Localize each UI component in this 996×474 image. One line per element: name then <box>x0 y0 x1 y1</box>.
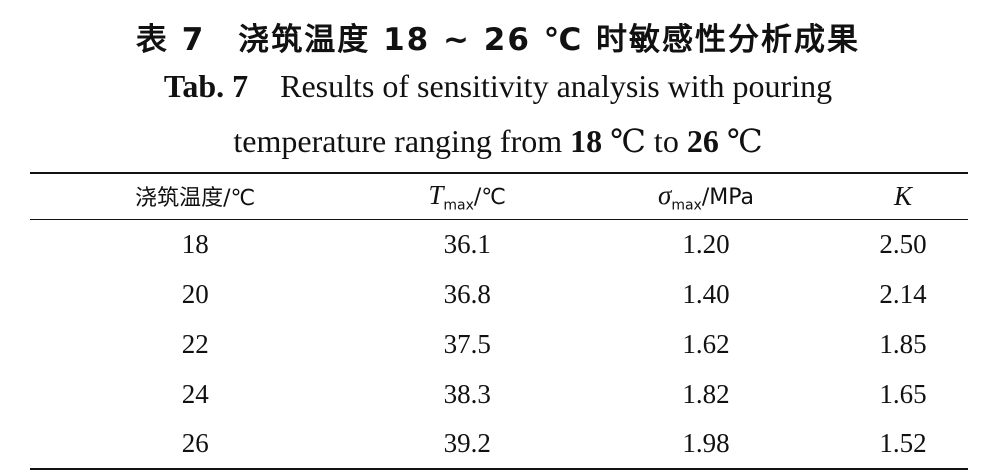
table-row: 22 37.5 1.62 1.85 <box>30 319 968 369</box>
table-cell: 36.1 <box>443 228 491 259</box>
header-cell: 浇筑温度/℃ <box>30 173 360 219</box>
table-cell: 38.3 <box>443 378 491 409</box>
table-cell: 1.85 <box>879 328 927 359</box>
results-table: 浇筑温度/℃ Tmax/℃ σmax/MPa K 18 36.1 1.20 2.50 20 36… <box>30 172 968 470</box>
table-cell: 1.82 <box>682 378 730 409</box>
header-text: 浇筑温度/℃ <box>135 186 256 212</box>
table-row: 20 36.8 1.40 2.14 <box>30 269 968 319</box>
header-symbol: K <box>894 180 913 211</box>
table-cell: 24 <box>181 378 209 409</box>
table-row: 18 36.1 1.20 2.50 <box>30 219 968 269</box>
caption-label: 表 7 <box>135 22 206 58</box>
caption-part: ℃ <box>718 123 763 159</box>
header-sub: max <box>443 196 474 213</box>
caption-part: ℃ to <box>602 123 687 159</box>
table-cell: 36.8 <box>443 278 491 309</box>
table-row: 26 39.2 1.98 1.52 <box>30 419 968 469</box>
caption-part: temperature ranging from <box>233 123 571 159</box>
header-unit: /MPa <box>701 184 755 210</box>
table-cell: 1.52 <box>879 428 927 458</box>
table-cell: 1.20 <box>682 228 730 259</box>
caption-part: 26 <box>686 123 719 159</box>
caption-text: Results of sensitivity analysis with pou… <box>280 68 833 104</box>
table-cell: 2.50 <box>879 228 927 259</box>
table-cell: 1.98 <box>682 428 730 458</box>
header-unit: /℃ <box>473 184 507 210</box>
header-row: 浇筑温度/℃ Tmax/℃ σmax/MPa K <box>30 173 968 219</box>
caption-cn: 表 7 浇筑温度 18 ~ 26 ℃ 时敏感性分析成果 <box>0 14 996 59</box>
caption-en: Tab. 7 Results of sensitivity analysis w… <box>0 68 996 105</box>
table-cell: 1.40 <box>682 278 730 309</box>
caption-en-cont: temperature ranging from 18 ℃ to 26 ℃ <box>0 122 996 160</box>
table-cell: 22 <box>181 328 209 359</box>
caption-part: 18 <box>383 22 431 58</box>
header-cell: Tmax/℃ <box>360 173 574 219</box>
caption-part: 18 <box>570 123 603 159</box>
table-cell: 18 <box>181 228 209 259</box>
caption-part: ~ <box>430 22 484 58</box>
caption-part: 浇筑温度 <box>238 22 384 58</box>
table-body: 18 36.1 1.20 2.50 20 36.8 1.40 2.14 22 37.5 1.62 1.… <box>30 219 968 469</box>
table-cell: 1.65 <box>879 378 927 409</box>
caption-part: ℃ 时敏感性分析成果 <box>530 22 861 58</box>
table-cell: 2.14 <box>879 278 927 309</box>
table-cell: 39.2 <box>443 428 491 458</box>
table-cell: 20 <box>181 278 209 309</box>
header-symbol: T <box>428 179 444 210</box>
table-cell: 1.62 <box>682 328 730 359</box>
table-cell: 37.5 <box>443 328 491 359</box>
header-cell: σmax/MPa <box>574 173 838 219</box>
table-cell: 26 <box>181 428 209 458</box>
header-symbol: σ <box>658 179 672 210</box>
caption-label: Tab. 7 <box>163 68 249 104</box>
table-row: 24 38.3 1.82 1.65 <box>30 369 968 419</box>
header-cell: K <box>838 173 968 219</box>
header-sub: max <box>671 196 702 213</box>
caption-part: 26 <box>483 22 531 58</box>
